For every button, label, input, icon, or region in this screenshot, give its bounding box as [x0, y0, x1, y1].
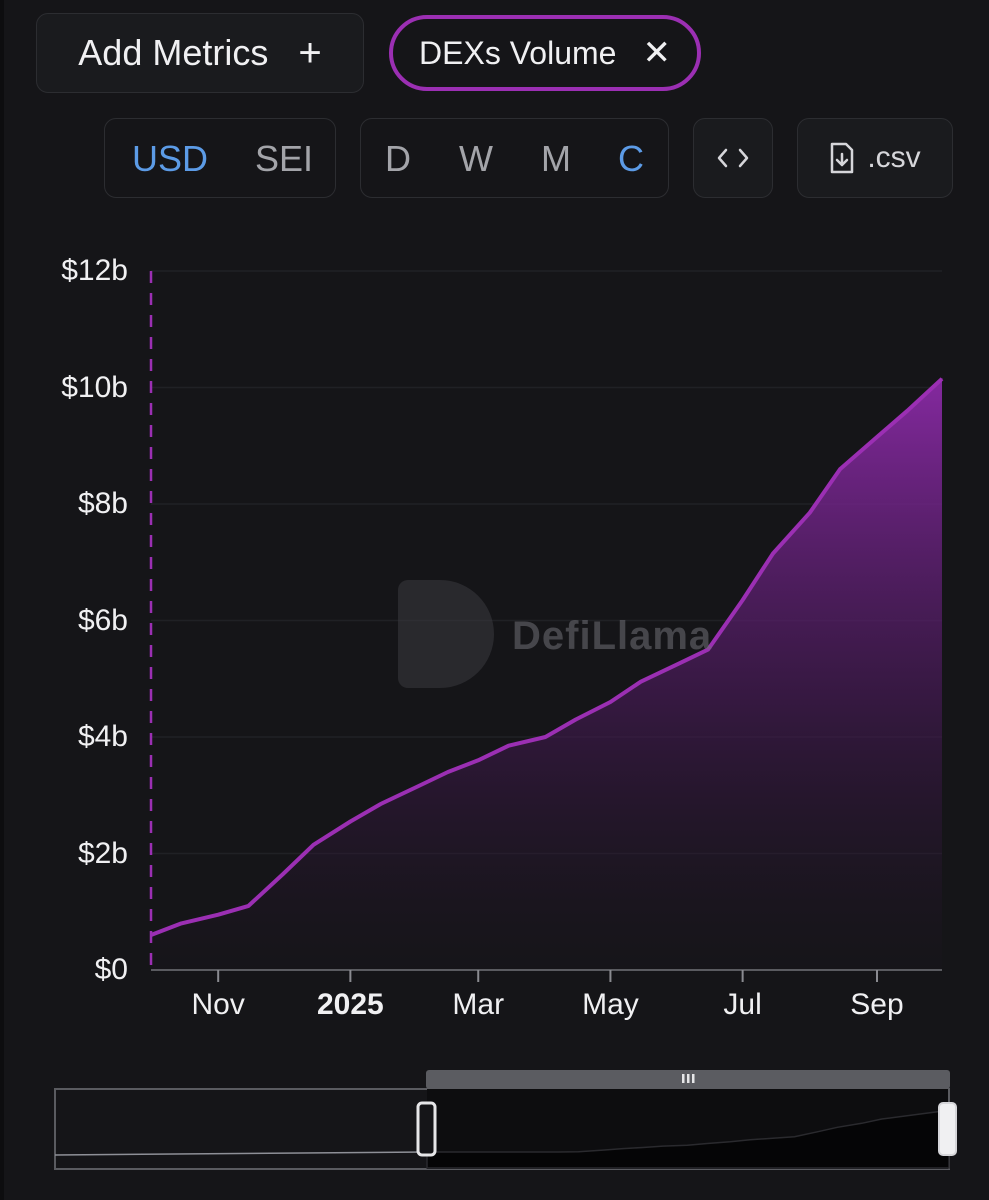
data-point [313, 844, 315, 846]
data-point [742, 599, 744, 601]
series-area-fill [151, 378, 942, 970]
data-point [180, 922, 182, 924]
add-metrics-label: Add Metrics [78, 32, 269, 73]
csv-label: .csv [867, 141, 921, 174]
add-metrics-button[interactable]: Add Metrics + [36, 13, 364, 93]
data-point [217, 914, 219, 916]
granularity-toggle: D W M C [360, 118, 669, 198]
dexs-volume-tag[interactable]: DEXs Volume ✕ [389, 15, 701, 91]
y-tick-label: $4b [77, 720, 128, 753]
y-tick-label: $2b [77, 836, 128, 870]
y-tick-label: $0 [94, 953, 128, 986]
y-tick-label: $8b [77, 487, 128, 520]
x-tick-label: Jul [723, 988, 762, 1021]
code-brackets-icon [717, 148, 749, 168]
close-icon[interactable]: ✕ [642, 34, 671, 72]
data-point [876, 436, 878, 438]
brush-overview-line [54, 1151, 428, 1156]
data-point [417, 786, 419, 788]
plus-icon: + [298, 30, 322, 75]
y-tick-label: $6b [77, 603, 128, 637]
data-point [707, 649, 709, 651]
data-point [677, 663, 679, 665]
data-point [640, 681, 642, 683]
brush-left-handle[interactable] [416, 1101, 437, 1157]
data-point [839, 468, 841, 470]
metric-tag-label: DEXs Volume [419, 34, 617, 71]
data-point [544, 736, 546, 738]
data-point [248, 905, 250, 907]
x-tick-label: May [582, 988, 639, 1021]
data-point [282, 873, 284, 875]
granularity-cumulative-option[interactable]: C [618, 138, 644, 179]
data-point [477, 759, 479, 761]
x-tick-label: 2025 [317, 988, 384, 1021]
download-csv-button[interactable]: .csv [797, 118, 953, 198]
brush-grip-icon [682, 1074, 695, 1083]
x-tick-label: Sep [850, 988, 904, 1021]
data-point [575, 719, 577, 721]
granularity-weekly-option[interactable]: W [459, 138, 493, 179]
data-point [508, 745, 510, 747]
currency-sei-option[interactable]: SEI [254, 138, 314, 179]
granularity-daily-option[interactable]: D [385, 138, 411, 179]
embed-button[interactable] [693, 118, 773, 198]
left-edge [0, 0, 4, 1200]
y-tick-label: $10b [61, 370, 128, 404]
currency-toggle: USD SEI [104, 118, 336, 198]
x-tick-label: Nov [191, 988, 245, 1021]
data-point [772, 553, 774, 555]
x-tick-label: Mar [452, 988, 505, 1021]
data-point [906, 410, 908, 412]
data-point [447, 771, 449, 773]
data-point [609, 701, 611, 703]
currency-usd-option[interactable]: USD [131, 138, 208, 179]
watermark-text: DefiLlama [512, 614, 713, 658]
y-tick-label: $12b [61, 254, 128, 287]
granularity-monthly-option[interactable]: M [541, 138, 571, 179]
llama-logo-icon [398, 580, 494, 688]
data-point [380, 803, 382, 805]
data-point [941, 378, 943, 380]
brush-right-handle[interactable] [938, 1102, 957, 1156]
brush-overview-area [426, 1109, 950, 1169]
data-point [809, 512, 811, 514]
data-point [349, 820, 351, 822]
file-download-icon [831, 142, 854, 174]
defillama-watermark: DefiLlama [398, 580, 728, 690]
